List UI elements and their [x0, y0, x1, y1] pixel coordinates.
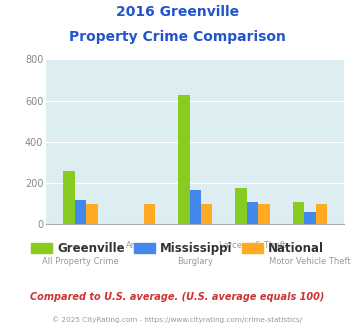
Bar [201, 204, 212, 224]
Text: © 2025 CityRating.com - https://www.cityrating.com/crime-statistics/: © 2025 CityRating.com - https://www.city… [53, 317, 302, 323]
Bar [304, 212, 316, 224]
Text: Larceny & Theft: Larceny & Theft [219, 241, 286, 250]
Bar [247, 202, 258, 224]
Legend: Greenville, Mississippi, National: Greenville, Mississippi, National [26, 237, 329, 260]
Bar [178, 95, 190, 224]
Bar [190, 190, 201, 224]
Text: Compared to U.S. average. (U.S. average equals 100): Compared to U.S. average. (U.S. average … [30, 292, 325, 302]
Bar [293, 202, 304, 224]
Text: 2016 Greenville: 2016 Greenville [116, 5, 239, 19]
Bar [63, 171, 75, 224]
Text: Property Crime Comparison: Property Crime Comparison [69, 30, 286, 44]
Text: Arson: Arson [126, 241, 150, 250]
Bar [144, 204, 155, 224]
Text: All Property Crime: All Property Crime [42, 257, 119, 266]
Bar [235, 188, 247, 224]
Bar [316, 204, 327, 224]
Bar [75, 200, 86, 224]
Text: Burglary: Burglary [177, 257, 213, 266]
Text: Motor Vehicle Theft: Motor Vehicle Theft [269, 257, 351, 266]
Bar [258, 204, 270, 224]
Bar [86, 204, 98, 224]
